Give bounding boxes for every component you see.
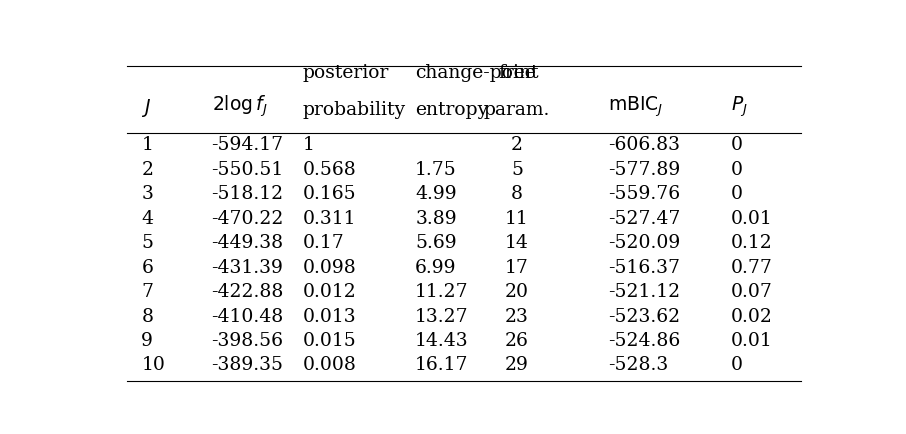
Text: 29: 29 (505, 355, 529, 374)
Text: -470.22: -470.22 (211, 209, 284, 227)
Text: $P_J$: $P_J$ (731, 95, 748, 119)
Text: 0: 0 (731, 185, 743, 203)
Text: param.: param. (484, 101, 550, 119)
Text: -518.12: -518.12 (211, 185, 284, 203)
Text: $\mathrm{mBIC}_J$: $\mathrm{mBIC}_J$ (608, 95, 664, 119)
Text: probability: probability (303, 101, 406, 119)
Text: 6.99: 6.99 (415, 258, 457, 276)
Text: -521.12: -521.12 (608, 283, 680, 300)
Text: 4.99: 4.99 (415, 185, 457, 203)
Text: posterior: posterior (303, 64, 390, 82)
Text: 17: 17 (505, 258, 529, 276)
Text: -422.88: -422.88 (211, 283, 284, 300)
Text: 14.43: 14.43 (415, 331, 468, 349)
Text: 6: 6 (141, 258, 153, 276)
Text: 0.17: 0.17 (303, 233, 344, 252)
Text: $J$: $J$ (141, 97, 151, 119)
Text: 1: 1 (303, 136, 314, 154)
Text: -527.47: -527.47 (608, 209, 680, 227)
Text: -523.62: -523.62 (608, 307, 680, 325)
Text: entropy: entropy (415, 101, 488, 119)
Text: 0.098: 0.098 (303, 258, 357, 276)
Text: -520.09: -520.09 (608, 233, 680, 252)
Text: 5.69: 5.69 (415, 233, 457, 252)
Text: $2\log f_J$: $2\log f_J$ (211, 93, 267, 119)
Text: 0: 0 (731, 355, 743, 374)
Text: 0.165: 0.165 (303, 185, 356, 203)
Text: 3: 3 (141, 185, 153, 203)
Text: -550.51: -550.51 (211, 161, 284, 178)
Text: 7: 7 (141, 283, 153, 300)
Text: 0.02: 0.02 (731, 307, 773, 325)
Text: -449.38: -449.38 (211, 233, 284, 252)
Text: 26: 26 (505, 331, 529, 349)
Text: 4: 4 (141, 209, 153, 227)
Text: 0.77: 0.77 (731, 258, 773, 276)
Text: 1: 1 (141, 136, 153, 154)
Text: 23: 23 (505, 307, 529, 325)
Text: 0.01: 0.01 (731, 331, 773, 349)
Text: 0.12: 0.12 (731, 233, 773, 252)
Text: -516.37: -516.37 (608, 258, 680, 276)
Text: -528.3: -528.3 (608, 355, 669, 374)
Text: 10: 10 (141, 355, 165, 374)
Text: 0.01: 0.01 (731, 209, 773, 227)
Text: -606.83: -606.83 (608, 136, 680, 154)
Text: 0.008: 0.008 (303, 355, 357, 374)
Text: 0: 0 (731, 161, 743, 178)
Text: 2: 2 (511, 136, 523, 154)
Text: 11.27: 11.27 (415, 283, 468, 300)
Text: 5: 5 (511, 161, 523, 178)
Text: 3.89: 3.89 (415, 209, 457, 227)
Text: free: free (498, 64, 535, 82)
Text: 11: 11 (506, 209, 529, 227)
Text: -398.56: -398.56 (211, 331, 284, 349)
Text: 0.013: 0.013 (303, 307, 356, 325)
Text: 8: 8 (511, 185, 523, 203)
Text: -559.76: -559.76 (608, 185, 680, 203)
Text: 0.015: 0.015 (303, 331, 357, 349)
Text: 1.75: 1.75 (415, 161, 457, 178)
Text: 16.17: 16.17 (415, 355, 468, 374)
Text: -577.89: -577.89 (608, 161, 680, 178)
Text: -524.86: -524.86 (608, 331, 680, 349)
Text: 14: 14 (505, 233, 529, 252)
Text: -410.48: -410.48 (211, 307, 284, 325)
Text: 20: 20 (505, 283, 529, 300)
Text: 2: 2 (141, 161, 153, 178)
Text: 0: 0 (731, 136, 743, 154)
Text: 0.568: 0.568 (303, 161, 357, 178)
Text: 8: 8 (141, 307, 153, 325)
Text: -431.39: -431.39 (211, 258, 284, 276)
Text: 0.012: 0.012 (303, 283, 357, 300)
Text: -594.17: -594.17 (211, 136, 284, 154)
Text: 0.07: 0.07 (731, 283, 773, 300)
Text: change-point: change-point (415, 64, 539, 82)
Text: 9: 9 (141, 331, 153, 349)
Text: 13.27: 13.27 (415, 307, 468, 325)
Text: 0.311: 0.311 (303, 209, 356, 227)
Text: -389.35: -389.35 (211, 355, 284, 374)
Text: 5: 5 (141, 233, 153, 252)
